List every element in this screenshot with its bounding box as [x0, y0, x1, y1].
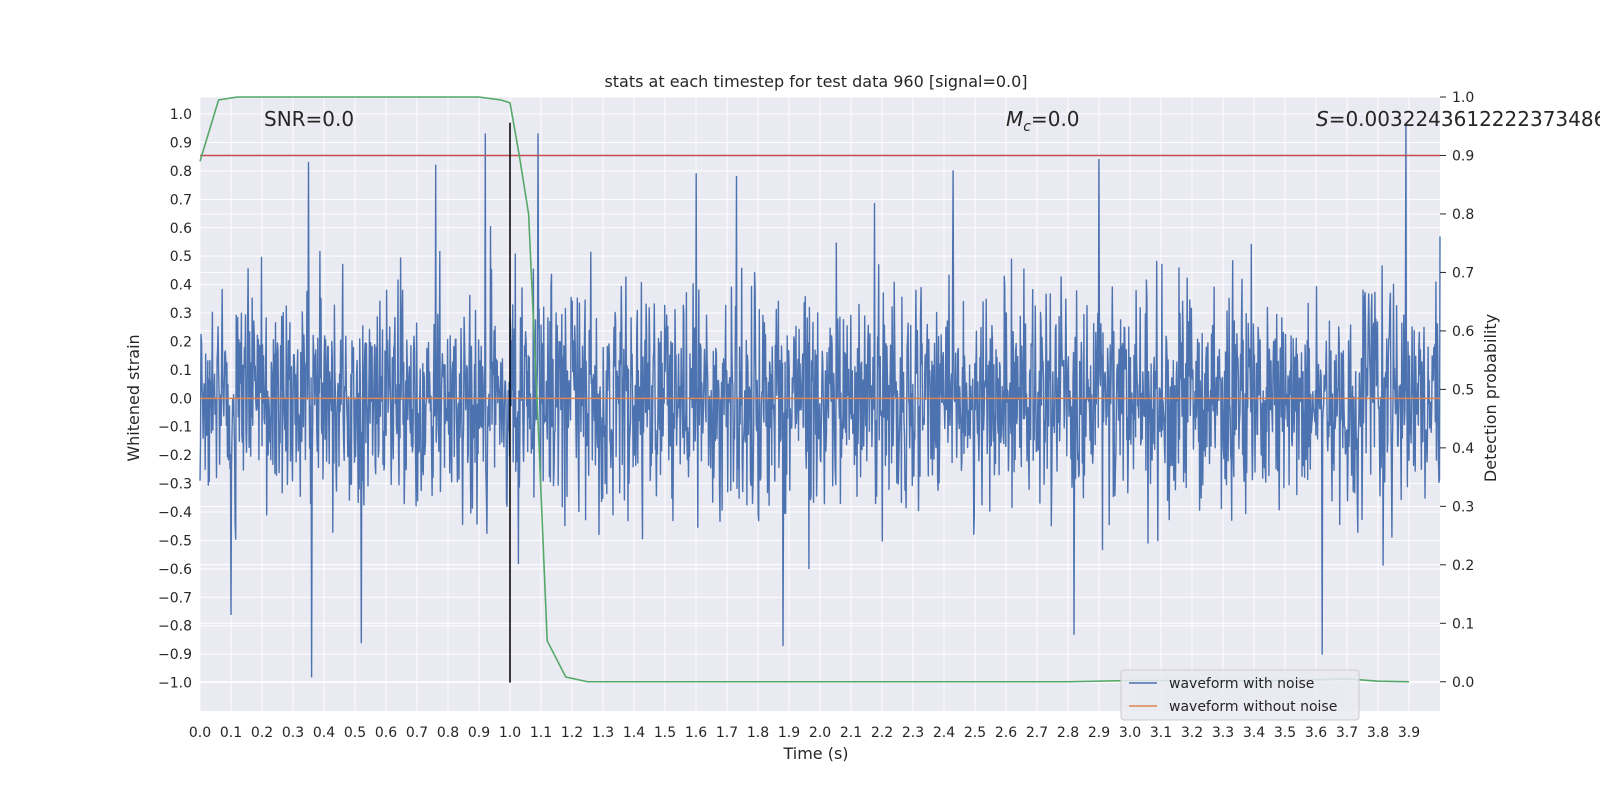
x-tick-label: 0.3: [282, 725, 304, 741]
x-tick-label: 2.2: [871, 725, 893, 741]
chirp-mass-symbol: M: [1006, 107, 1023, 131]
x-axis-label: Time (s): [782, 744, 848, 763]
y-tick-label: 0.8: [170, 164, 192, 180]
y2-axis-label: Detection probability: [1481, 314, 1500, 482]
x-tick-label: 2.8: [1057, 725, 1079, 741]
x-tick-label: 3.8: [1367, 725, 1389, 741]
y2-tick-label: 0.6: [1452, 324, 1474, 340]
y-tick-label: 0.5: [170, 249, 192, 265]
y-tick-label: 0.2: [170, 334, 192, 350]
statistic-symbol: S: [1316, 107, 1329, 131]
x-tick-label: 3.7: [1336, 725, 1358, 741]
y-axis-label: Whitened strain: [124, 334, 143, 461]
x-tick-label: 1.9: [778, 725, 800, 741]
x-tick-label: 0.2: [251, 725, 273, 741]
y2-tick-label: 0.5: [1452, 382, 1474, 398]
chirp-mass-subscript: c: [1023, 119, 1031, 135]
x-tick-label: 2.6: [995, 725, 1017, 741]
y2-tick-label: 0.8: [1452, 207, 1474, 223]
y-tick-label: 0.1: [170, 363, 192, 379]
x-tick-label: 1.7: [716, 725, 738, 741]
y-tick-label: 1.0: [170, 107, 192, 123]
y-tick-label: −0.2: [158, 448, 192, 464]
y2-tick-label: 0.2: [1452, 558, 1474, 574]
series-waveform-with-noise: [199, 124, 1441, 678]
x-tick-label: 3.2: [1181, 725, 1203, 741]
y-tick-label: −0.3: [158, 477, 192, 493]
x-tick-label: 2.4: [933, 725, 955, 741]
y-tick-label: −0.9: [158, 647, 192, 663]
x-tick-label: 2.5: [964, 725, 986, 741]
x-tick-label: 2.9: [1088, 725, 1110, 741]
x-tick-label: 1.1: [530, 725, 552, 741]
y-tick-label: 0.0: [170, 391, 192, 407]
y2-tick-label: 0.3: [1452, 499, 1474, 515]
x-tick-label: 3.4: [1243, 725, 1265, 741]
y-tick-label: −1.0: [158, 676, 192, 692]
x-tick-label: 2.1: [840, 725, 862, 741]
x-tick-label: 1.8: [747, 725, 769, 741]
y-tick-label: 0.4: [170, 278, 192, 294]
y-tick-label: 0.7: [170, 192, 192, 208]
y-tick-label: 0.9: [170, 135, 192, 151]
x-tick-label: 2.0: [809, 725, 831, 741]
x-tick-label: 2.7: [1026, 725, 1048, 741]
y2-tick-label: 0.0: [1452, 675, 1474, 691]
statistic-annotation: S=0.0032243612222373486: [1316, 107, 1600, 131]
legend-box: [1120, 669, 1360, 721]
chirp-mass-value: =0.0: [1031, 107, 1080, 131]
x-tick-label: 1.0: [499, 725, 521, 741]
legend-label: waveform without noise: [1169, 699, 1337, 715]
y-tick-label: −0.1: [158, 420, 192, 436]
x-tick-label: 1.3: [592, 725, 614, 741]
legend: waveform with noise waveform without nois…: [1120, 669, 1360, 721]
x-tick-label: 3.1: [1150, 725, 1172, 741]
x-tick-label: 3.5: [1274, 725, 1296, 741]
y2-tick-label: 1.0: [1452, 90, 1474, 106]
y-tick-label: −0.7: [158, 590, 192, 606]
y-tick-label: −0.4: [158, 505, 192, 521]
y2-tick-label: 0.9: [1452, 148, 1474, 164]
y-tick-label: −0.5: [158, 533, 192, 549]
x-tick-label: 3.3: [1212, 725, 1234, 741]
x-tick-label: 2.3: [902, 725, 924, 741]
x-tick-label: 0.8: [437, 725, 459, 741]
y-tick-label: −0.6: [158, 562, 192, 578]
x-tick-label: 0.9: [468, 725, 490, 741]
x-tick-label: 1.6: [685, 725, 707, 741]
x-tick-label: 0.5: [344, 725, 366, 741]
x-tick-label: 0.4: [313, 725, 335, 741]
annotations: SNR=0.0 Mc=0.0 S=0.0032243612222373486: [264, 107, 1600, 135]
x-tick-label: 1.2: [561, 725, 583, 741]
x-tick-label: 3.0: [1119, 725, 1141, 741]
axes-layer: 0.0 0.1 0.2 0.3 0.4 0.5 0.6 0.7 0.8 0.9 1.0 1.1 1.2 1…: [158, 90, 1474, 741]
snr-annotation: SNR=0.0: [264, 107, 354, 131]
y-tick-label: 0.3: [170, 306, 192, 322]
y2-tick-label: 0.4: [1452, 441, 1474, 457]
x-tick-label: 0.6: [375, 725, 397, 741]
chart-title: stats at each timestep for test data 960…: [604, 72, 1027, 91]
x-tick-label: 1.5: [654, 725, 676, 741]
y2-tick-label: 0.7: [1452, 265, 1474, 281]
y-tick-label: 0.6: [170, 221, 192, 237]
x-tick-label: 3.6: [1305, 725, 1327, 741]
y2-tick-label: 0.1: [1452, 616, 1474, 632]
y-tick-label: −0.8: [158, 619, 192, 635]
x-tick-label: 3.9: [1398, 725, 1420, 741]
x-tick-label: 0.7: [406, 725, 428, 741]
legend-label: waveform with noise: [1169, 676, 1314, 692]
x-tick-label: 0.0: [189, 725, 211, 741]
x-tick-label: 0.1: [220, 725, 242, 741]
x-tick-label: 1.4: [623, 725, 645, 741]
chirp-mass-annotation: Mc=0.0: [1006, 107, 1080, 135]
statistic-value: =0.0032243612222373486: [1329, 107, 1600, 131]
